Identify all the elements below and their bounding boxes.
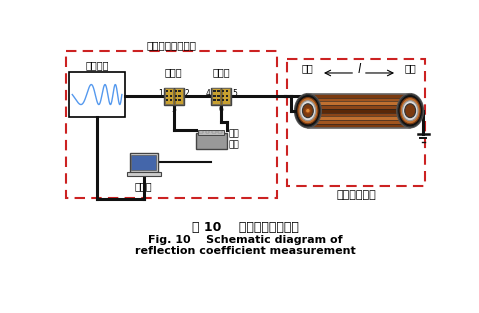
Bar [170,95,172,97]
Bar [308,124,410,128]
Bar [287,59,425,186]
Bar [166,95,169,97]
Bar [205,131,209,133]
Bar [222,88,230,104]
Bar [213,99,216,101]
Ellipse shape [398,95,422,127]
Ellipse shape [306,108,310,113]
Bar [308,98,410,101]
Bar [131,155,156,170]
Bar [164,88,173,104]
Bar [308,120,410,124]
Bar [174,95,177,97]
Text: 图 10    反射系数测量原理: 图 10 反射系数测量原理 [192,221,298,234]
Text: 末端: 末端 [404,63,416,73]
Bar [179,95,181,97]
Bar [174,99,177,101]
Bar [222,90,224,92]
Text: 耦合器: 耦合器 [212,67,230,77]
Bar [226,99,228,101]
Bar [199,131,203,133]
Bar [217,99,219,101]
Text: 1: 1 [158,89,163,98]
Text: 首端: 首端 [302,63,314,73]
Bar [222,95,224,97]
Bar [308,101,410,105]
Bar [170,99,172,101]
Text: 计算机: 计算机 [135,181,152,191]
Text: 5: 5 [232,89,237,98]
Bar [166,90,169,92]
Bar [170,90,172,92]
Text: 2: 2 [184,89,189,98]
Bar [179,99,181,101]
Ellipse shape [302,104,313,118]
Bar [217,90,219,92]
Bar [308,94,410,128]
Text: 数据
采集: 数据 采集 [229,129,240,149]
Ellipse shape [405,104,416,118]
Bar [213,90,216,92]
Bar [69,72,125,117]
Bar [308,113,410,116]
Text: 功分器: 功分器 [165,67,182,77]
Bar [164,88,184,105]
Bar [213,95,216,97]
Bar [198,130,224,135]
Ellipse shape [397,94,423,128]
Bar [66,51,277,198]
Text: reflection coefficient measurement: reflection coefficient measurement [135,246,355,256]
Bar [308,109,410,113]
Ellipse shape [402,101,418,121]
Bar [212,88,220,104]
Text: 6: 6 [218,105,224,114]
Bar [126,172,160,176]
Bar [218,131,222,133]
Bar [222,99,224,101]
Ellipse shape [296,95,320,127]
Text: 4: 4 [205,89,210,98]
Bar [308,116,410,120]
Text: l: l [357,63,361,76]
Bar [217,95,219,97]
Text: 反射系数测量系统: 反射系数测量系统 [147,40,196,50]
Bar [226,95,228,97]
Bar [308,94,410,98]
Text: Fig. 10    Schematic diagram of: Fig. 10 Schematic diagram of [148,235,342,245]
Bar [195,133,227,149]
Bar [308,105,410,109]
Ellipse shape [300,101,316,121]
Text: 3: 3 [171,105,176,114]
Bar [130,153,158,172]
Bar [211,88,231,105]
Bar [166,99,169,101]
Bar [226,90,228,92]
Bar [212,131,216,133]
Bar [179,90,181,92]
Ellipse shape [295,94,321,128]
Text: 被测电力电缆: 被测电力电缆 [336,190,376,200]
Bar [174,90,177,92]
Ellipse shape [298,98,318,124]
Ellipse shape [400,98,420,124]
Bar [174,88,183,104]
Text: 调频信号: 调频信号 [85,60,109,70]
